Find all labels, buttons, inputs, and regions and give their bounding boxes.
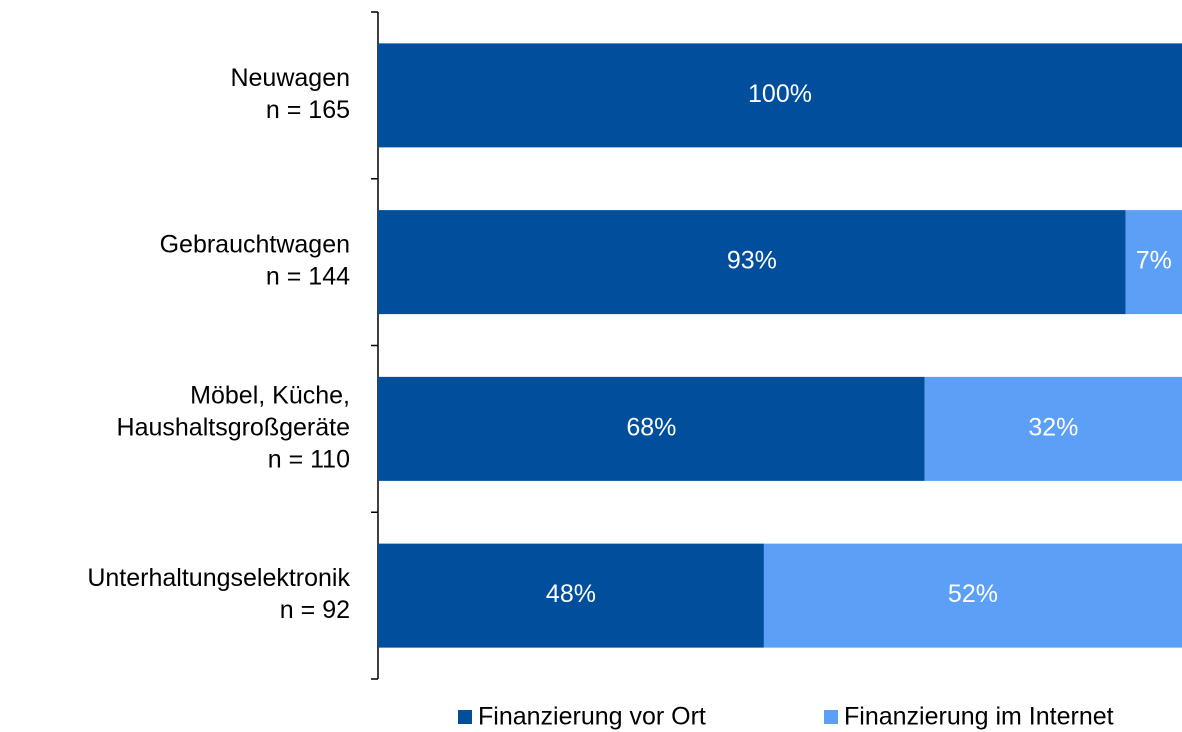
legend-swatch — [824, 710, 838, 724]
data-label: 32% — [1028, 413, 1078, 441]
legend-label: Finanzierung vor Ort — [478, 703, 706, 731]
y-tick-label: Gebrauchtwagen — [160, 231, 350, 259]
y-tick-label: n = 144 — [266, 263, 350, 291]
bar-segment — [763, 543, 1182, 648]
bar-segment — [378, 376, 925, 481]
bar-segment — [378, 543, 764, 648]
y-tick-label: Unterhaltungselektronik — [87, 564, 350, 592]
data-label: 7% — [1136, 247, 1172, 275]
y-tick-label: n = 165 — [266, 96, 350, 124]
data-label: 68% — [626, 413, 676, 441]
y-tick-label: n = 110 — [268, 445, 350, 473]
y-tick-label: Haushaltsgroßgeräte — [117, 413, 350, 441]
y-tick-label: n = 92 — [280, 596, 350, 624]
data-label: 93% — [727, 247, 777, 275]
data-label: 100% — [748, 80, 812, 108]
legend-swatch — [458, 710, 472, 724]
legend-label: Finanzierung im Internet — [844, 703, 1114, 731]
bar-segment — [1125, 210, 1182, 315]
y-tick-label: Neuwagen — [230, 64, 350, 92]
bar-segment — [924, 376, 1182, 481]
data-label: 48% — [546, 580, 596, 608]
y-tick-label: Möbel, Küche, — [190, 381, 350, 409]
bar-segment — [378, 210, 1126, 315]
data-label: 52% — [948, 580, 998, 608]
bar-segment — [378, 43, 1182, 148]
